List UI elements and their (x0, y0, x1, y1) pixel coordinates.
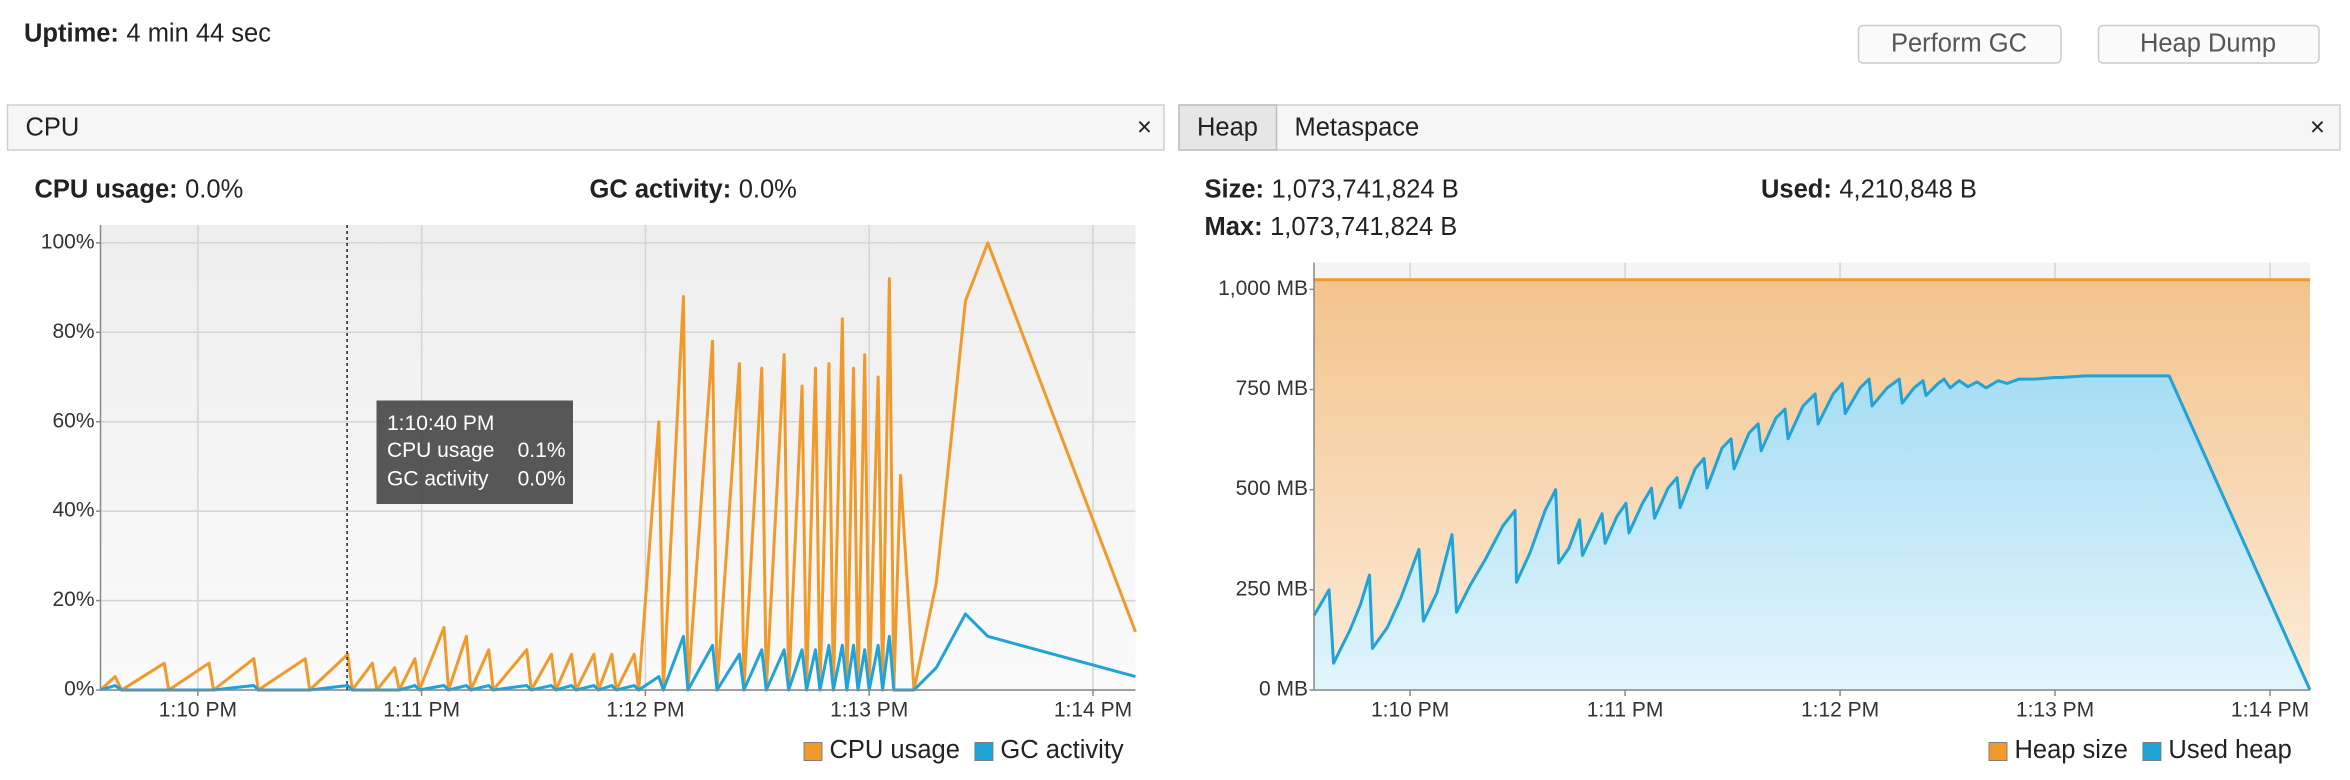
button-label[interactable]: Heap Dump (2140, 30, 2276, 58)
legend-label: GC activity (1000, 736, 1124, 764)
y-tick-label: 500 MB (1236, 477, 1308, 500)
tooltip-value: 0.0% (518, 468, 566, 491)
line (100, 612, 1136, 692)
y-tick-label: 0 MB (1259, 678, 1308, 701)
x-tick-label: 1:12 PM (606, 699, 684, 722)
legend-label: CPU usage (830, 736, 960, 764)
close-button[interactable]: × (2310, 114, 2325, 142)
legend-label: Heap size (2015, 736, 2128, 764)
stat-value: 0.0% (739, 175, 797, 203)
stat-label: Max: (1205, 213, 1263, 241)
plot-background (100, 225, 1136, 690)
y-tick-label: 80% (52, 320, 94, 343)
panel-header (1178, 104, 2341, 151)
stat: CPU usage: 0.0% (35, 175, 244, 203)
close-button[interactable]: × (1137, 114, 1152, 142)
root: Uptime: 4 min 44 sec Perform GC Heap Dump… (6, 19, 2341, 764)
tooltip-time: 1:10:40 PM (387, 412, 494, 435)
x-tick-label: 1:14 PM (1054, 699, 1132, 722)
y-tick-label: 0% (64, 678, 94, 701)
legend-swatch (2142, 742, 2162, 761)
uptime-value: 4 min 44 sec (126, 19, 271, 47)
stat-value: 0.0% (185, 175, 243, 203)
y-tick-label: 1,000 MB (1218, 277, 1308, 300)
uptime-label: Uptime: (24, 19, 119, 47)
x-tick-label: 1:13 PM (2016, 699, 2094, 722)
stat-label: CPU usage: (35, 175, 178, 203)
x-tick-label: 1:13 PM (830, 699, 908, 722)
tooltip: 1:10:40 PM CPU usage 0.1% GC activity 0.0% (376, 400, 573, 504)
stat-label: GC activity: (590, 175, 732, 203)
area (1314, 375, 2310, 690)
button[interactable]: Heap Dump (2097, 24, 2320, 64)
stat: GC activity: 0.0% (590, 175, 797, 203)
tab-selected[interactable] (1178, 104, 1278, 151)
stat: Used: 4,210,848 B (1761, 175, 1977, 203)
tooltip-box (376, 400, 573, 504)
x-tick-label: 1:11 PM (1587, 699, 1664, 722)
legend-swatch (974, 742, 994, 761)
stat-value: 4,210,848 B (1839, 175, 1977, 203)
y-tick-label: 20% (52, 588, 94, 611)
legend-label: Used heap (2168, 736, 2291, 764)
y-tick-label: 40% (52, 499, 94, 522)
x-tick-label: 1:11 PM (383, 699, 460, 722)
x-tick-label: 1:10 PM (1371, 699, 1449, 722)
tab[interactable]: Heap (1197, 114, 1258, 142)
y-tick-label: 750 MB (1236, 377, 1308, 400)
x-tick-label: 1:12 PM (1801, 699, 1879, 722)
panel-header (6, 104, 1165, 151)
stat: Max: 1,073,741,824 B (1205, 213, 1458, 241)
button[interactable]: Perform GC (1857, 24, 2062, 64)
tab[interactable]: CPU (26, 114, 80, 142)
line (99, 241, 1137, 692)
x-tick-label: 1:10 PM (159, 699, 237, 722)
y-tick-label: 60% (52, 409, 94, 432)
uptime: Uptime: 4 min 44 sec (24, 19, 271, 47)
stat: Size: 1,073,741,824 B (1205, 175, 1459, 203)
tooltip-value: 0.1% (518, 439, 566, 462)
x-tick-label: 1:14 PM (2231, 699, 2309, 722)
stat-value: 1,073,741,824 B (1270, 213, 1457, 241)
line (1312, 374, 2312, 691)
tooltip-label: CPU usage (387, 439, 494, 462)
tooltip-label: GC activity (387, 468, 489, 491)
stat-value: 1,073,741,824 B (1272, 175, 1459, 203)
legend-swatch (1988, 742, 2008, 761)
stat-label: Used: (1761, 175, 1832, 203)
tab[interactable]: Metaspace (1295, 114, 1420, 142)
stat-label: Size: (1205, 175, 1265, 203)
button-label[interactable]: Perform GC (1891, 30, 2027, 58)
legend-swatch (803, 742, 823, 761)
y-tick-label: 250 MB (1236, 577, 1308, 600)
y-tick-label: 100% (41, 230, 95, 253)
